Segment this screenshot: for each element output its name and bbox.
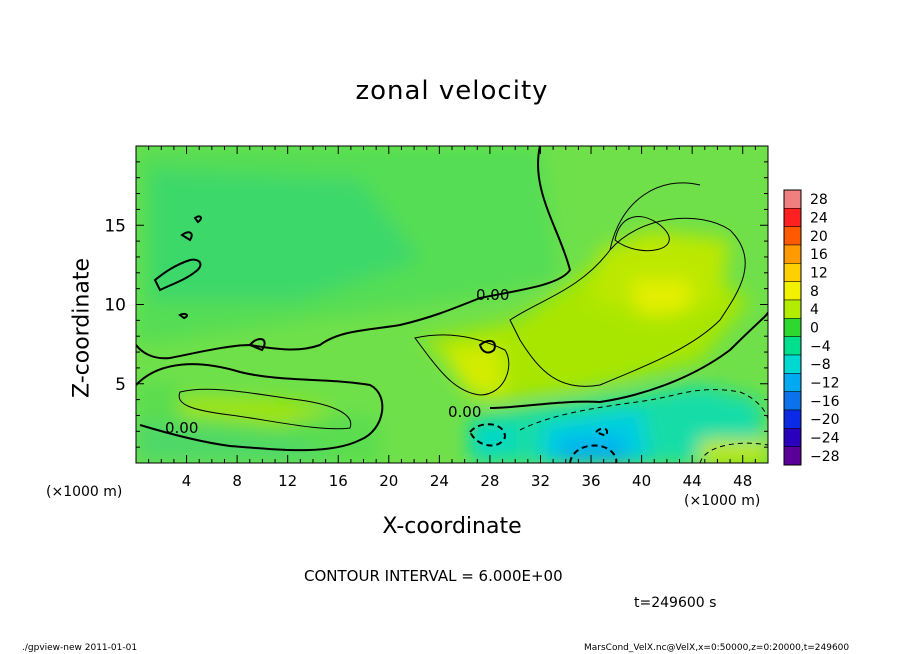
colorbar-swatch bbox=[783, 446, 802, 466]
x-tick-label: 32 bbox=[531, 472, 550, 490]
colorbar-label: 20 bbox=[810, 229, 828, 245]
colorbar-label: 8 bbox=[810, 284, 819, 300]
z-unit-label: (×1000 m) bbox=[46, 484, 123, 500]
colorbar-swatch bbox=[783, 373, 802, 392]
x-tick-label: 8 bbox=[232, 472, 242, 490]
x-unit-label: (×1000 m) bbox=[684, 493, 761, 509]
x-tick-label: 16 bbox=[329, 472, 348, 490]
x-axis: 4 8 12 16 20 24 28 32 36 40 44 48 bbox=[148, 146, 756, 490]
x-axis-title: X-coordinate bbox=[382, 514, 522, 539]
contour-label-group: 0.00 0.00 0.00 bbox=[165, 286, 509, 437]
chart-title: zonal velocity bbox=[355, 76, 549, 106]
colorbar-label: −28 bbox=[810, 449, 840, 465]
colorbar-frame bbox=[783, 189, 802, 466]
x-tick-label: 40 bbox=[632, 472, 651, 490]
colorbar-label: −16 bbox=[810, 394, 840, 410]
x-tick-label: 24 bbox=[430, 472, 449, 490]
y-tick-label: 15 bbox=[104, 216, 126, 236]
y-tick-label: 5 bbox=[115, 375, 126, 395]
contour-lines bbox=[136, 146, 768, 463]
colorbar-swatch bbox=[783, 189, 802, 209]
colorbar-swatch bbox=[783, 428, 802, 447]
colorbar-label: 28 bbox=[810, 192, 828, 208]
colorbar: 28 24 20 16 12 8 4 0 −4 −8 −12 −16 −20 −24 −28 bbox=[783, 189, 840, 466]
contour-label: 0.00 bbox=[448, 403, 481, 421]
colorbar-label: −4 bbox=[810, 339, 831, 355]
colorbar-swatch bbox=[783, 244, 802, 264]
colorbar-label: −24 bbox=[810, 431, 840, 447]
x-tick-label: 36 bbox=[581, 472, 600, 490]
colorbar-label: −20 bbox=[810, 412, 840, 428]
contour-label: 0.00 bbox=[165, 419, 198, 437]
footer-program: ./gpview-new 2011-01-01 bbox=[22, 643, 138, 653]
x-tick-label: 4 bbox=[182, 472, 192, 490]
colorbar-swatch bbox=[783, 391, 802, 411]
colorbar-swatch bbox=[783, 336, 802, 356]
colorbar-swatch bbox=[783, 354, 802, 374]
y-axis: 5 10 15 bbox=[104, 161, 768, 448]
footer-source: MarsCond_VelX.nc@VelX,x=0:50000,z=0:2000… bbox=[584, 643, 850, 653]
colorbar-swatch bbox=[783, 263, 802, 282]
colorbar-swatch bbox=[783, 299, 802, 319]
x-tick-label: 12 bbox=[278, 472, 297, 490]
field-fill bbox=[136, 146, 768, 463]
x-tick-label: 48 bbox=[733, 472, 752, 490]
colorbar-label: 12 bbox=[810, 266, 828, 282]
colorbar-swatch bbox=[783, 318, 802, 337]
colorbar-swatch bbox=[783, 226, 802, 246]
contour-interval: CONTOUR INTERVAL = 6.000E+00 bbox=[304, 567, 563, 585]
x-tick-label: 20 bbox=[379, 472, 398, 490]
colorbar-label: −12 bbox=[810, 376, 840, 392]
colorbar-swatch bbox=[783, 409, 802, 429]
contour-label: 0.00 bbox=[476, 286, 509, 304]
colorbar-label: 16 bbox=[810, 247, 828, 263]
colorbar-label: 24 bbox=[810, 211, 828, 227]
colorbar-swatch bbox=[783, 281, 802, 301]
colorbar-swatch bbox=[783, 208, 802, 227]
x-tick-label: 28 bbox=[480, 472, 499, 490]
x-tick-label: 44 bbox=[683, 472, 702, 490]
time-label: t=249600 s bbox=[634, 595, 717, 611]
colorbar-label: 4 bbox=[810, 302, 819, 318]
y-axis-title: Z-coordinate bbox=[69, 258, 95, 398]
colorbar-label: 0 bbox=[810, 321, 819, 337]
colorbar-label: −8 bbox=[810, 357, 831, 373]
y-tick-label: 10 bbox=[104, 296, 126, 316]
y-axis-title-wrap: Z-coordinate bbox=[52, 228, 112, 428]
